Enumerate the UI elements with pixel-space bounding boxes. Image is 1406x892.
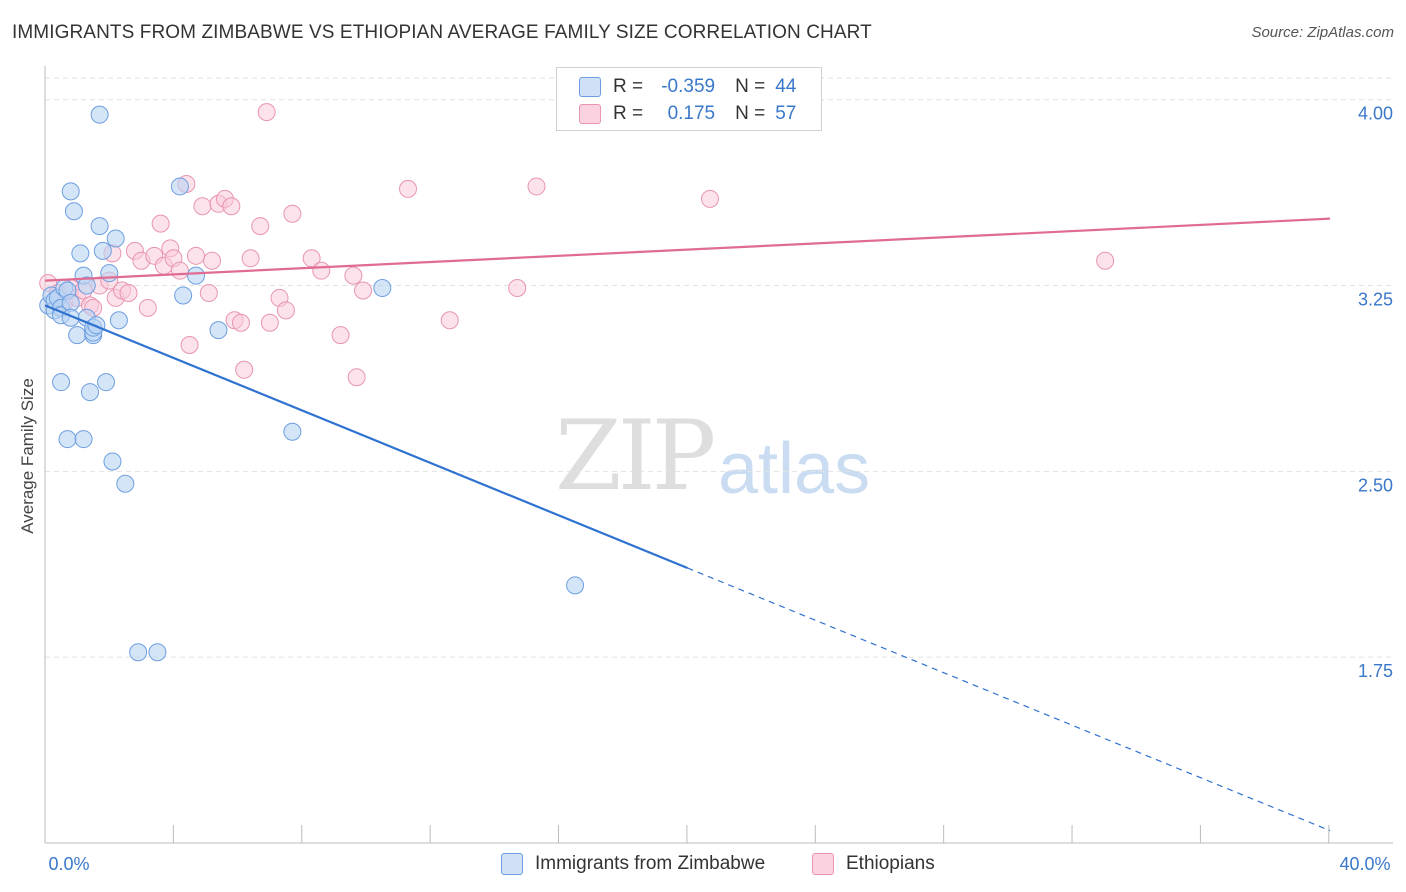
ethiopians-point <box>1096 251 1115 270</box>
ethiopians-point <box>257 103 276 122</box>
ethiopians-point <box>119 283 138 302</box>
ethiopians-point <box>241 249 260 268</box>
zimbabwe-trendline-extension <box>687 567 1331 832</box>
zimbabwe-point <box>186 266 205 285</box>
zimbabwe-point <box>80 383 99 402</box>
legend-swatch-ethiopians <box>579 104 601 124</box>
source-label: Source: ZipAtlas.com <box>1251 24 1394 41</box>
ethiopians-point <box>354 281 373 300</box>
legend-n-value: 57 <box>775 103 797 124</box>
legend-row-zimbabwe: R = -0.359 N = 44 <box>579 74 796 100</box>
zimbabwe-point <box>209 321 228 340</box>
zimbabwe-point <box>93 241 112 260</box>
ethiopians-point <box>235 360 254 379</box>
bottom-legend-swatch-ethiopians <box>812 853 834 875</box>
bottom-legend-label-ethiopians: Ethiopians <box>846 853 935 874</box>
chart-title: IMMIGRANTS FROM ZIMBABWE VS ETHIOPIAN AV… <box>12 22 872 43</box>
zimbabwe-point <box>116 474 135 493</box>
y-tick-label: 1.75 <box>1358 661 1393 681</box>
ethiopians-point <box>700 189 719 208</box>
ethiopians-point <box>199 283 218 302</box>
zimbabwe-point <box>129 643 148 662</box>
zimbabwe-point <box>90 217 109 236</box>
zimbabwe-point <box>100 264 119 283</box>
ethiopians-point <box>203 251 222 270</box>
ethiopians-point <box>231 313 250 332</box>
zimbabwe-point <box>109 311 128 330</box>
x-tick-label: 0.0% <box>48 854 89 874</box>
zimbabwe-point <box>566 576 585 595</box>
zimbabwe-point <box>106 229 125 248</box>
ethiopians-point <box>251 217 270 236</box>
zimbabwe-point <box>58 430 77 449</box>
ethiopians-point <box>186 246 205 265</box>
stats-legend: R = -0.359 N = 44 R = 0.175 N = 57 <box>556 67 822 131</box>
zimbabwe-point <box>77 276 96 295</box>
legend-r-value: -0.359 <box>661 76 716 97</box>
x-tick-label: 40.0% <box>1339 854 1390 874</box>
y-tick-label: 4.00 <box>1358 104 1393 124</box>
ethiopians-point <box>151 214 170 233</box>
legend-n-label: N = <box>735 76 766 97</box>
zimbabwe-point <box>97 373 116 392</box>
zimbabwe-point <box>103 452 122 471</box>
zimbabwe-point <box>52 373 71 392</box>
ethiopians-point <box>276 301 295 320</box>
zimbabwe-point <box>283 422 302 441</box>
zimbabwe-point <box>148 643 167 662</box>
legend-n-label: N = <box>735 103 766 124</box>
legend-r-label: R = <box>613 76 644 97</box>
zimbabwe-point <box>61 182 80 201</box>
bottom-legend-ethiopians: Ethiopians <box>812 851 935 877</box>
watermark-atlas: atlas <box>718 429 871 509</box>
ethiopians-point <box>283 204 302 223</box>
ethiopians-point <box>170 261 189 280</box>
ethiopians-point <box>193 197 212 216</box>
ethiopians-point <box>331 326 350 345</box>
y-tick-label: 3.25 <box>1358 290 1393 310</box>
legend-n-value: 44 <box>775 76 797 97</box>
y-tick-label: 2.50 <box>1358 475 1393 495</box>
bottom-legend-label-zimbabwe: Immigrants from Zimbabwe <box>535 853 766 874</box>
ethiopians-point <box>312 261 331 280</box>
legend-r-label: R = <box>613 103 644 124</box>
bottom-legend-zimbabwe: Immigrants from Zimbabwe <box>501 851 765 877</box>
ethiopians-point <box>508 279 527 298</box>
ethiopians-trendline <box>44 217 1331 282</box>
zimbabwe-point <box>87 316 106 335</box>
ethiopians-point <box>347 368 366 387</box>
watermark-zip: ZIP <box>555 400 716 512</box>
legend-row-ethiopians: R = 0.175 N = 57 <box>579 101 796 127</box>
zimbabwe-point <box>170 177 189 196</box>
zimbabwe-point <box>64 202 83 221</box>
ethiopians-point <box>222 197 241 216</box>
zimbabwe-point <box>71 244 90 263</box>
ethiopians-point <box>260 313 279 332</box>
zimbabwe-point <box>90 105 109 124</box>
bottom-legend-swatch-zimbabwe <box>501 853 523 875</box>
ethiopians-point <box>180 336 199 355</box>
zimbabwe-point <box>174 286 193 305</box>
zimbabwe-point <box>74 430 93 449</box>
legend-swatch-zimbabwe <box>579 77 601 97</box>
zimbabwe-point <box>68 326 87 345</box>
zimbabwe-point <box>373 279 392 298</box>
ethiopians-point <box>344 266 363 285</box>
ethiopians-point <box>399 179 418 198</box>
ethiopians-point <box>527 177 546 196</box>
ethiopians-point <box>138 298 157 317</box>
legend-r-value: 0.175 <box>667 103 716 124</box>
zimbabwe-trendline <box>44 304 688 570</box>
ethiopians-point <box>440 311 459 330</box>
